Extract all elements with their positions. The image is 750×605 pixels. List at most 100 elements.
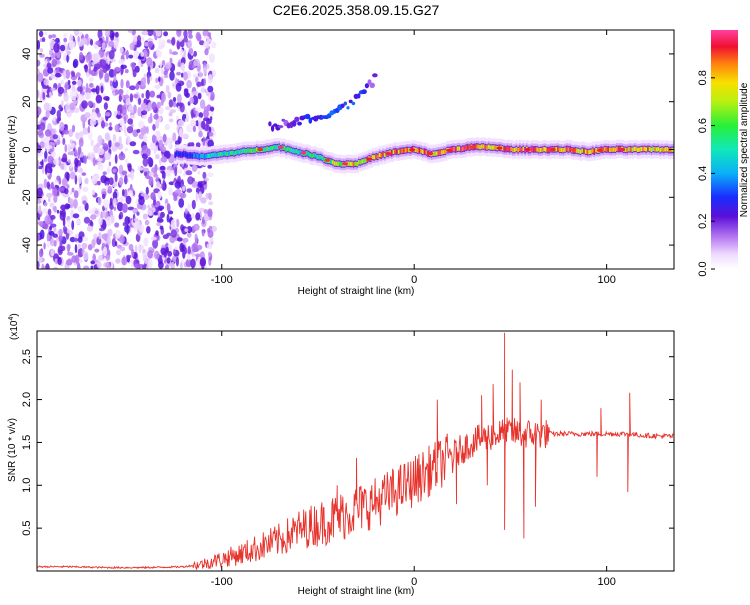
noise-blob <box>160 156 168 163</box>
noise-blob <box>38 204 42 215</box>
ridge-core <box>177 152 181 157</box>
noise-blob <box>51 52 56 59</box>
ridge-core <box>311 153 314 159</box>
colorbar: 0.0 0.2 0.4 0.6 0.8 Normalized spectral ampl… <box>697 30 750 277</box>
noise-blob <box>81 236 89 242</box>
noise-blob <box>191 181 199 188</box>
noise-blob <box>142 213 148 220</box>
branch-blob <box>343 101 347 106</box>
noise-blob <box>61 209 66 218</box>
noise-blob <box>40 196 44 203</box>
noise-blob <box>195 212 201 221</box>
noise-blob <box>74 175 78 185</box>
noise-blob <box>53 240 57 247</box>
ridge-core <box>207 153 211 158</box>
noise-blob <box>68 129 74 137</box>
noise-blob <box>90 139 95 147</box>
noise-blob <box>181 133 189 139</box>
ridge-core <box>262 147 266 152</box>
noise-blob <box>208 192 212 201</box>
noise-blob <box>161 60 166 66</box>
noise-blob <box>126 173 133 178</box>
ridge-core <box>248 148 252 153</box>
noise-blob <box>167 250 173 257</box>
noise-blob <box>113 206 117 211</box>
ridge-core <box>335 161 339 166</box>
ridge-core <box>650 147 654 153</box>
ridge-core <box>522 146 526 151</box>
noise-blob <box>93 233 98 239</box>
noise-blob <box>58 156 61 167</box>
noise-blob <box>102 211 106 218</box>
noise-blob <box>187 101 191 106</box>
ridge-core <box>292 148 295 153</box>
snr-data <box>37 332 674 571</box>
noise-blob <box>109 80 113 87</box>
noise-blob <box>153 84 161 89</box>
noise-blob <box>158 38 162 48</box>
noise-blob <box>136 211 140 216</box>
noise-blob <box>136 128 141 133</box>
noise-blob <box>202 171 207 179</box>
noise-blob <box>101 42 106 51</box>
ridge-core <box>415 147 418 152</box>
ridge-core <box>416 148 420 153</box>
noise-blob <box>148 101 153 111</box>
noise-blob <box>186 213 193 222</box>
ridge-core <box>477 144 481 149</box>
noise-blob <box>73 190 79 199</box>
ridge-core <box>186 153 190 158</box>
noise-blob <box>49 91 52 99</box>
noise-blob <box>181 226 188 235</box>
noise-blob <box>211 41 217 49</box>
noise-blob <box>142 167 149 172</box>
noise-blob <box>179 49 184 57</box>
noise-blob <box>174 180 182 189</box>
noise-blob <box>129 85 136 91</box>
noise-blob <box>112 191 118 200</box>
noise-blob <box>62 217 66 227</box>
noise-blob <box>46 181 50 189</box>
noise-blob <box>189 97 195 104</box>
noise-blob <box>62 129 70 135</box>
ridge-core <box>203 154 207 159</box>
noise-blob <box>204 48 209 56</box>
ridge-core <box>435 151 439 156</box>
ridge-core <box>423 149 427 154</box>
ridge-core <box>631 147 635 152</box>
ridge-core <box>456 146 460 151</box>
noise-blob <box>155 145 159 152</box>
noise-blob <box>165 62 172 70</box>
noise-blob <box>147 259 153 269</box>
colorbar-tick-label: 0.8 <box>697 70 709 85</box>
y-tick-label: 1.5 <box>21 435 33 450</box>
noise-blob <box>124 147 129 152</box>
ridge-core <box>306 151 309 156</box>
ridge-core <box>558 147 562 152</box>
noise-blob <box>63 92 69 103</box>
noise-blob <box>50 73 56 80</box>
ridge-core <box>515 146 519 152</box>
noise-blob <box>65 69 71 79</box>
noise-blob <box>171 169 176 174</box>
noise-blob <box>124 132 128 137</box>
noise-blob <box>53 42 60 53</box>
noise-blob <box>207 251 212 257</box>
ridge-peak <box>342 162 348 166</box>
ridge-core <box>337 161 340 166</box>
noise-blob <box>74 244 78 254</box>
noise-blob <box>101 193 106 200</box>
noise-blob <box>198 207 206 212</box>
noise-blob <box>168 99 174 108</box>
noise-blob <box>40 137 47 142</box>
noise-blob <box>114 31 119 38</box>
ridge-core <box>562 148 566 153</box>
noise-blob <box>111 32 115 39</box>
ridge-core <box>273 145 276 150</box>
noise-blob <box>207 85 214 93</box>
noise-blob <box>44 164 48 175</box>
noise-blob <box>132 149 140 155</box>
ridge-core <box>191 153 195 158</box>
noise-blob <box>168 187 173 196</box>
ridge-core <box>463 146 467 151</box>
